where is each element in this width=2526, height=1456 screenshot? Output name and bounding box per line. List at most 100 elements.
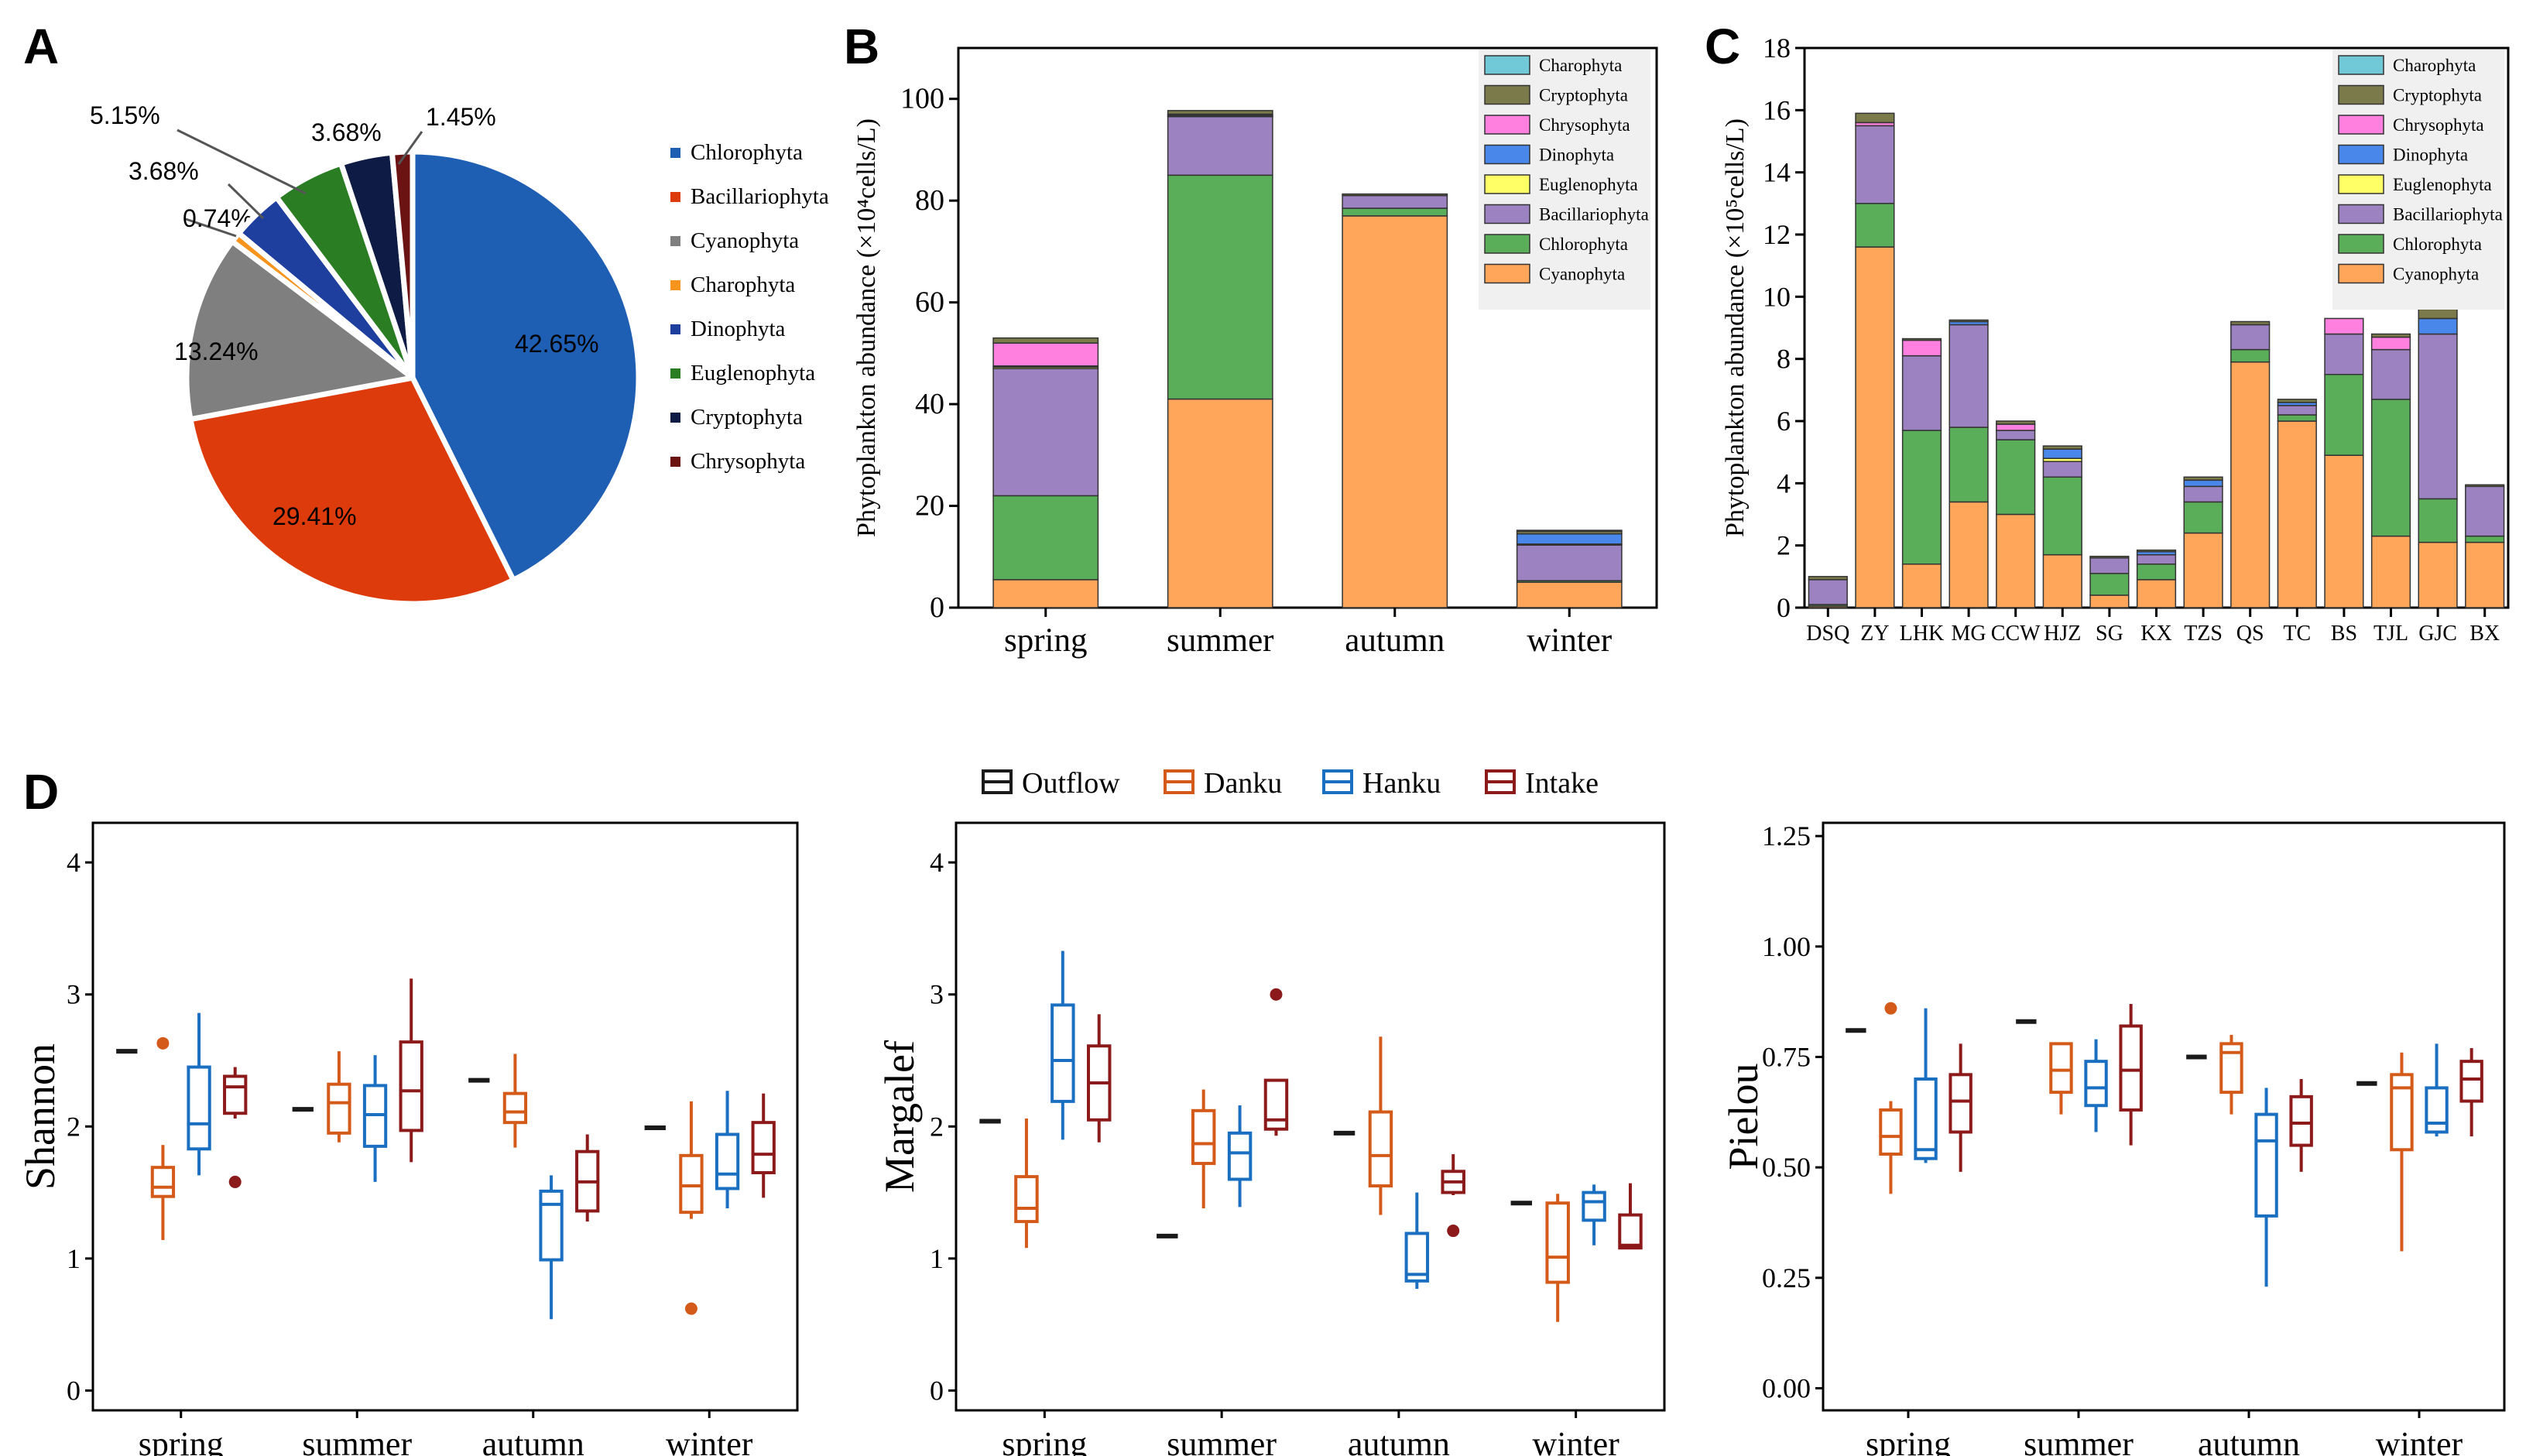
y-axis-title: Shannon [17,1043,63,1190]
bar-segment [1516,533,1623,545]
box-body [1879,1108,1903,1156]
legend-swatch [2338,115,2384,135]
x-tick-label: BS [2331,622,2357,646]
legend-label: Hanku [1362,767,1441,800]
x-tick-label: LHK [1900,622,1945,646]
bar-segment [1167,110,1273,115]
box-body [1545,1201,1570,1284]
box-body [399,1040,423,1132]
bar-segment [992,579,1099,608]
y-tick-label: 4 [930,847,944,878]
legend-label: Charophyta [691,272,795,297]
x-tick-label: winter [1527,622,1612,659]
y-tick-label: 3 [67,979,81,1010]
bar-segment [2089,555,2130,559]
box-outlier [1447,1225,1460,1238]
legend-swatch [670,148,680,158]
bar-segment [1342,215,1448,608]
bar-segment [2230,324,2271,351]
box-body [1051,1003,1075,1103]
bar-segment [1901,564,1942,608]
bar-segment [2183,479,2223,488]
bar-segment [1948,501,1989,608]
pie-leader-line [227,183,265,220]
legend-label: Euglenophyta [2393,175,2492,194]
boxplot-pielou: 0.00 0.25 0.50 0.75 1.00 1.25 Pielou spring summ… [1720,820,2506,1456]
bar-segment [1516,581,1623,608]
panel-label-c: C [1705,19,1740,74]
x-tick-label: QS [2236,622,2264,646]
box-body [2289,1095,2313,1147]
x-tick-label: spring [1866,1425,1951,1456]
panel-c: C 0 2 4 6 8 10 12 14 16 18 DSQ ZY LHK MG CCW HJZ SG KX TZS Q… [1705,19,2510,646]
legend-label: Bacillariophyta [1539,205,1649,224]
legend-label: Dinophyta [1539,146,1614,165]
legend-label: Danku [1204,767,1282,800]
bar-segment [2324,317,2364,335]
pie-slice-label: 3.68% [129,157,199,185]
y-tick-label: 100 [900,83,944,115]
pie-slice-label: 13.24% [174,337,259,365]
bar-segment [2370,336,2411,351]
box-body [715,1132,740,1190]
x-tick-label: BX [2469,622,2500,646]
legend-label: Cryptophyta [1539,86,1628,105]
bar-segment [2089,594,2130,608]
x-tick-label: summer [1167,1425,1277,1456]
box-body [1948,1073,1972,1134]
y-tick-label: 4 [67,847,81,878]
y-tick-label: 1.00 [1762,931,1811,962]
x-tick-label: TJL [2373,622,2408,646]
legend-swatch [1484,144,1530,165]
panel-label-a: A [23,19,59,74]
legend-swatch [2338,84,2384,105]
legend-label: Cryptophyta [2393,86,2482,105]
bar-segment [1996,439,2036,516]
x-tick-label: winter [1532,1425,1619,1456]
bar-segment [2230,348,2271,363]
bar-segment [1342,207,1448,217]
x-tick-label: summer [1167,622,1274,659]
bar-segment [2370,348,2411,400]
box-outlier [684,1302,697,1315]
box-body [2084,1060,2108,1108]
y-axis-title: Phytoplankton abundance (×10⁵cells/L) [1721,118,1750,537]
bar-segment [2230,361,2271,608]
box-body [327,1082,351,1135]
y-tick-label: 10 [1763,281,1791,312]
y-tick-label: 0.00 [1762,1372,1811,1403]
bar-segment [2277,420,2317,608]
bar-segment [2418,317,2458,335]
x-tick-label: DSQ [1806,622,1849,646]
legend-label: Outflow [1022,767,1120,800]
legend-swatch [1484,263,1530,284]
box-body [1618,1213,1643,1250]
box-body [2254,1112,2278,1218]
bar-segment [1948,319,1989,323]
bar-segment [2418,498,2458,543]
bar-segment [1996,420,2036,425]
box-body [2425,1086,2449,1134]
legend-label: Intake [1525,767,1599,800]
bar-segment [2230,320,2271,326]
bar-segment [992,368,1099,497]
pie-leader-line [177,128,307,195]
bar-segment [2042,448,2082,459]
x-tick-label: SG [2096,622,2123,646]
y-tick-label: 0 [930,591,944,624]
box-body [150,1166,176,1198]
bar-segment [992,342,1099,367]
box-body [223,1074,248,1115]
x-tick-label: HJZ [2044,622,2081,646]
legend-swatch [2338,144,2384,165]
panel-label-b: B [844,19,879,74]
legend-swatch [2338,204,2384,224]
pie-slice-label: 42.65% [515,330,599,358]
legend-label: Chlorophyta [1539,235,1628,254]
y-tick-label: 3 [930,979,944,1010]
bar-segment [2136,564,2177,581]
bar-segment [2042,445,2082,450]
box-body [1227,1131,1253,1181]
legend-label: Cryptophyta [691,405,803,430]
legend-swatch [1484,204,1530,224]
